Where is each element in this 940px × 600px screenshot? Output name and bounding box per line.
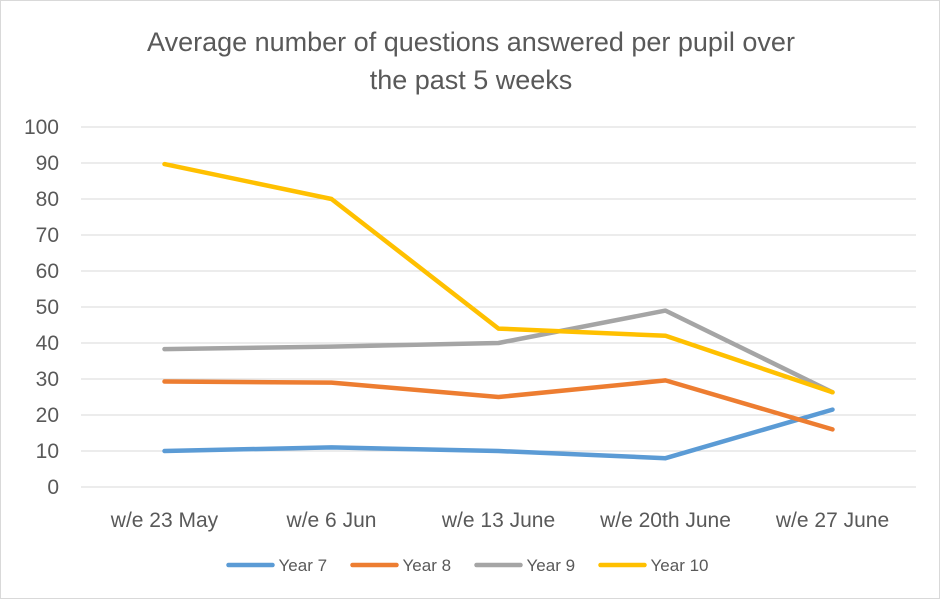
legend: Year 7 Year 8 Year 9 Year 10	[229, 556, 709, 575]
y-axis-tick-labels: 0 10 20 30 40 50 60 70 80 90 100	[24, 116, 59, 499]
series-line-year-10	[165, 164, 833, 392]
gridlines	[81, 127, 916, 487]
y-tick-label: 0	[47, 476, 59, 499]
x-tick-label: w/e 27 June	[775, 509, 889, 532]
y-tick-label: 40	[36, 332, 59, 355]
legend-label: Year 7	[279, 556, 328, 575]
x-tick-label: w/e 13 June	[441, 509, 555, 532]
x-axis-tick-labels: w/e 23 May w/e 6 Jun w/e 13 June w/e 20th J…	[110, 509, 889, 532]
legend-label: Year 9	[527, 556, 576, 575]
x-tick-label: w/e 23 May	[110, 509, 219, 532]
x-tick-label: w/e 20th June	[599, 509, 731, 532]
y-tick-label: 70	[36, 224, 59, 247]
y-tick-label: 30	[36, 368, 59, 391]
legend-label: Year 10	[651, 556, 709, 575]
y-tick-label: 80	[36, 188, 59, 211]
y-tick-label: 100	[24, 116, 59, 139]
y-tick-label: 60	[36, 260, 59, 283]
x-tick-label: w/e 6 Jun	[286, 509, 377, 532]
legend-label: Year 8	[403, 556, 452, 575]
series-lines	[164, 164, 832, 458]
y-tick-label: 20	[36, 404, 59, 427]
series-line-year-8	[165, 380, 833, 429]
y-tick-label: 50	[36, 296, 59, 319]
y-tick-label: 10	[36, 440, 59, 463]
y-tick-label: 90	[36, 152, 59, 175]
